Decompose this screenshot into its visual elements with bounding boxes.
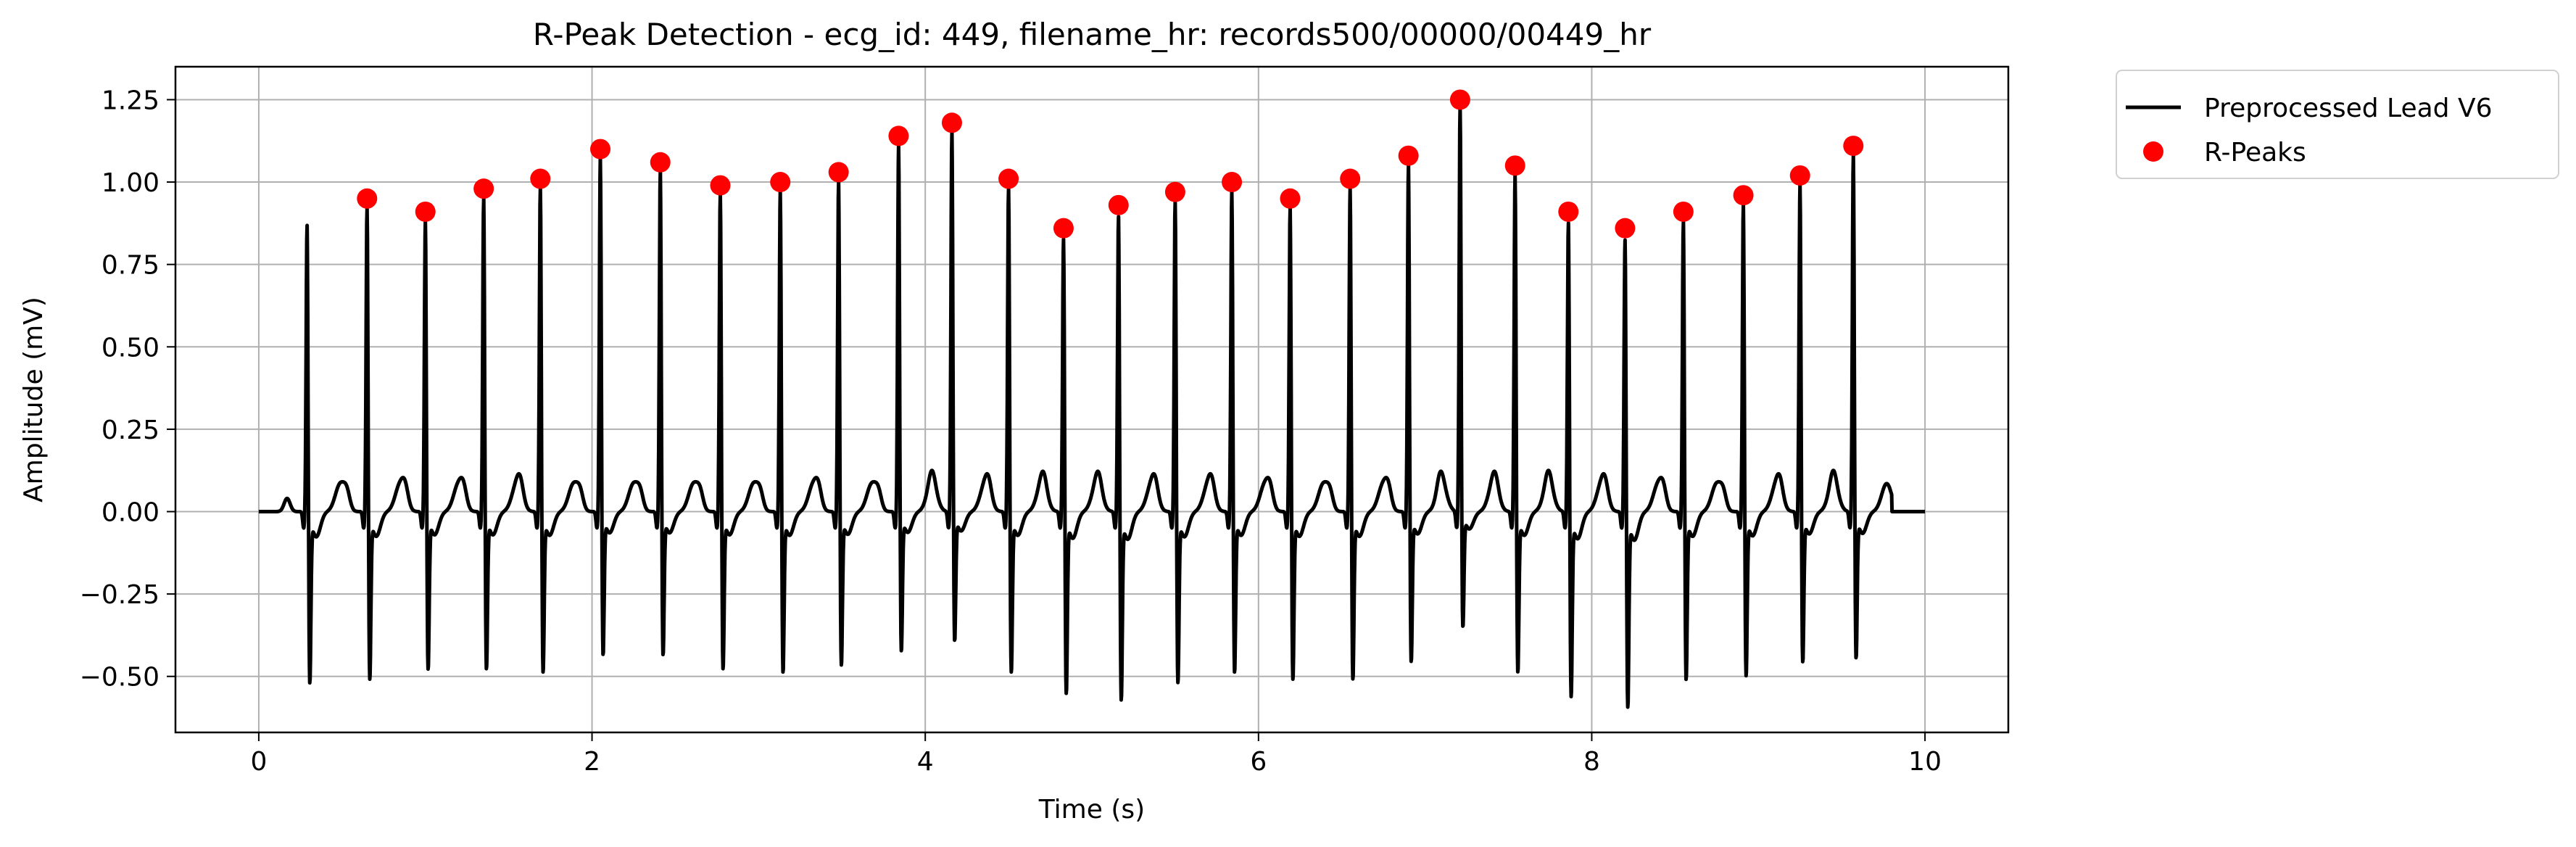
x-tick-label: 2 <box>584 747 600 777</box>
x-ticks: 0 2 4 6 8 10 <box>250 732 1942 777</box>
r-peak-point <box>710 175 731 196</box>
r-peak-point <box>473 178 494 199</box>
r-peak-point <box>415 201 436 222</box>
r-peak-point <box>1733 185 1754 206</box>
r-peak-point <box>650 152 671 173</box>
r-peak-point <box>1558 201 1579 222</box>
r-peak-point <box>1108 194 1129 215</box>
legend-box <box>2116 70 2559 179</box>
legend-marker-swatch <box>2143 141 2163 162</box>
r-peak-point <box>530 168 551 189</box>
r-peak-point <box>357 188 378 209</box>
r-peak-point <box>1789 165 1810 186</box>
ecg-line-layer <box>257 104 1927 709</box>
r-peak-point <box>941 112 962 133</box>
r-peak-point <box>1615 218 1636 239</box>
r-peak-point <box>998 168 1019 189</box>
x-axis-label: Time (s) <box>1038 795 1145 825</box>
r-peak-point <box>1053 218 1074 239</box>
r-peak-point <box>770 172 791 193</box>
legend-label-peaks: R-Peaks <box>2204 138 2306 168</box>
y-tick-label: −0.50 <box>80 663 160 693</box>
ecg-series-line <box>257 104 1927 709</box>
legend: Preprocessed Lead V6 R-Peaks <box>2116 70 2559 179</box>
y-tick-label: 0.75 <box>102 251 160 281</box>
y-tick-label: 1.25 <box>102 86 160 115</box>
x-tick-label: 4 <box>917 747 934 777</box>
r-peak-point <box>1340 168 1361 189</box>
r-peak-point <box>1449 89 1470 110</box>
y-tick-label: −0.25 <box>80 580 160 610</box>
legend-label-line: Preprocessed Lead V6 <box>2204 94 2492 123</box>
r-peak-point <box>828 162 849 183</box>
r-peak-point <box>1222 172 1243 193</box>
r-peak-point <box>1843 136 1864 157</box>
y-tick-label: 0.25 <box>102 416 160 445</box>
r-peak-point <box>1673 201 1694 222</box>
r-peak-point <box>1280 188 1301 209</box>
r-peaks-layer <box>357 89 1864 239</box>
r-peak-point <box>1504 155 1525 176</box>
grid <box>175 67 2008 732</box>
y-tick-label: 1.00 <box>102 168 160 198</box>
chart-title: R-Peak Detection - ecg_id: 449, filename… <box>533 17 1652 52</box>
y-axis-label: Amplitude (mV) <box>19 297 49 503</box>
x-tick-label: 6 <box>1250 747 1267 777</box>
r-peak-point <box>1164 181 1185 202</box>
r-peak-point <box>888 125 909 146</box>
axes-frame <box>174 65 2010 734</box>
y-ticks: −0.50 −0.25 0.00 0.25 0.50 0.75 1.00 1.25 <box>80 86 175 693</box>
r-peak-point <box>1398 145 1419 166</box>
y-tick-label: 0.00 <box>102 498 160 528</box>
y-tick-label: 0.50 <box>102 333 160 363</box>
r-peak-point <box>590 139 611 160</box>
x-tick-label: 10 <box>1908 747 1942 777</box>
x-tick-label: 8 <box>1583 747 1600 777</box>
x-tick-label: 0 <box>250 747 267 777</box>
